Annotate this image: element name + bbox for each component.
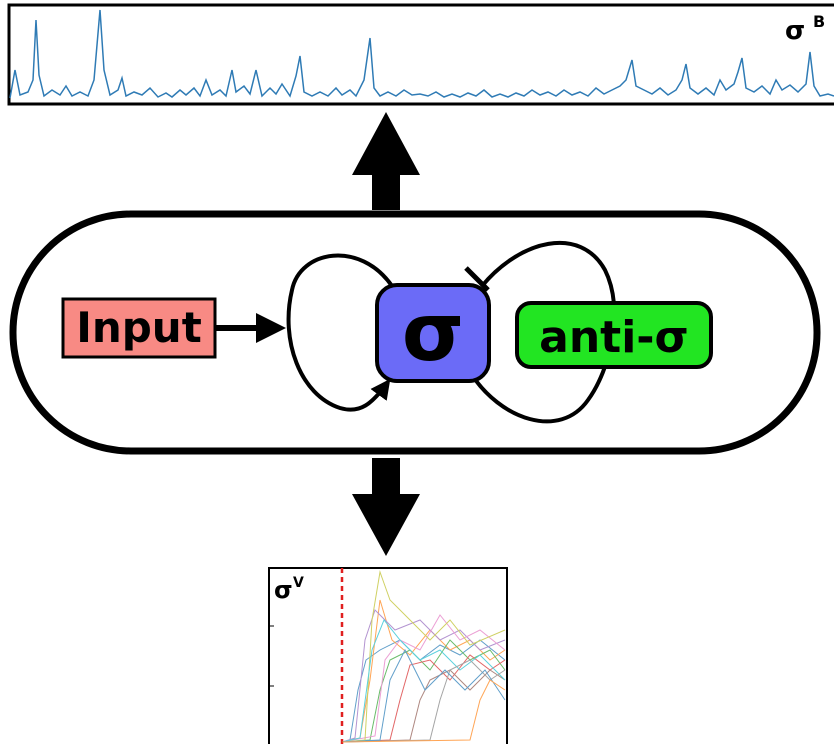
node-label: Input <box>76 303 202 352</box>
node-box <box>61 297 217 359</box>
node-input: Input <box>61 297 217 359</box>
plot-label: σ <box>785 16 805 46</box>
arrow-up <box>352 112 420 210</box>
node-label: anti-σ <box>539 312 689 363</box>
node-box <box>375 283 491 383</box>
trace <box>9 9 834 99</box>
inhibition-bar <box>464 266 490 292</box>
node-label: σ <box>402 286 464 379</box>
node-sigma: σ <box>375 283 491 383</box>
traces <box>341 570 506 743</box>
plot-frame <box>7 3 834 106</box>
plot-label: σ <box>274 576 293 604</box>
plot-label-superscript: V <box>293 575 304 591</box>
arrow-down <box>352 458 420 556</box>
bottom-plot: σ V <box>268 567 508 744</box>
top-plot: σ B <box>7 3 834 106</box>
plot-label-superscript: B <box>813 12 825 31</box>
node-anti-sigma: anti-σ <box>515 301 713 369</box>
self-activation <box>286 253 394 412</box>
node-box <box>515 301 713 369</box>
